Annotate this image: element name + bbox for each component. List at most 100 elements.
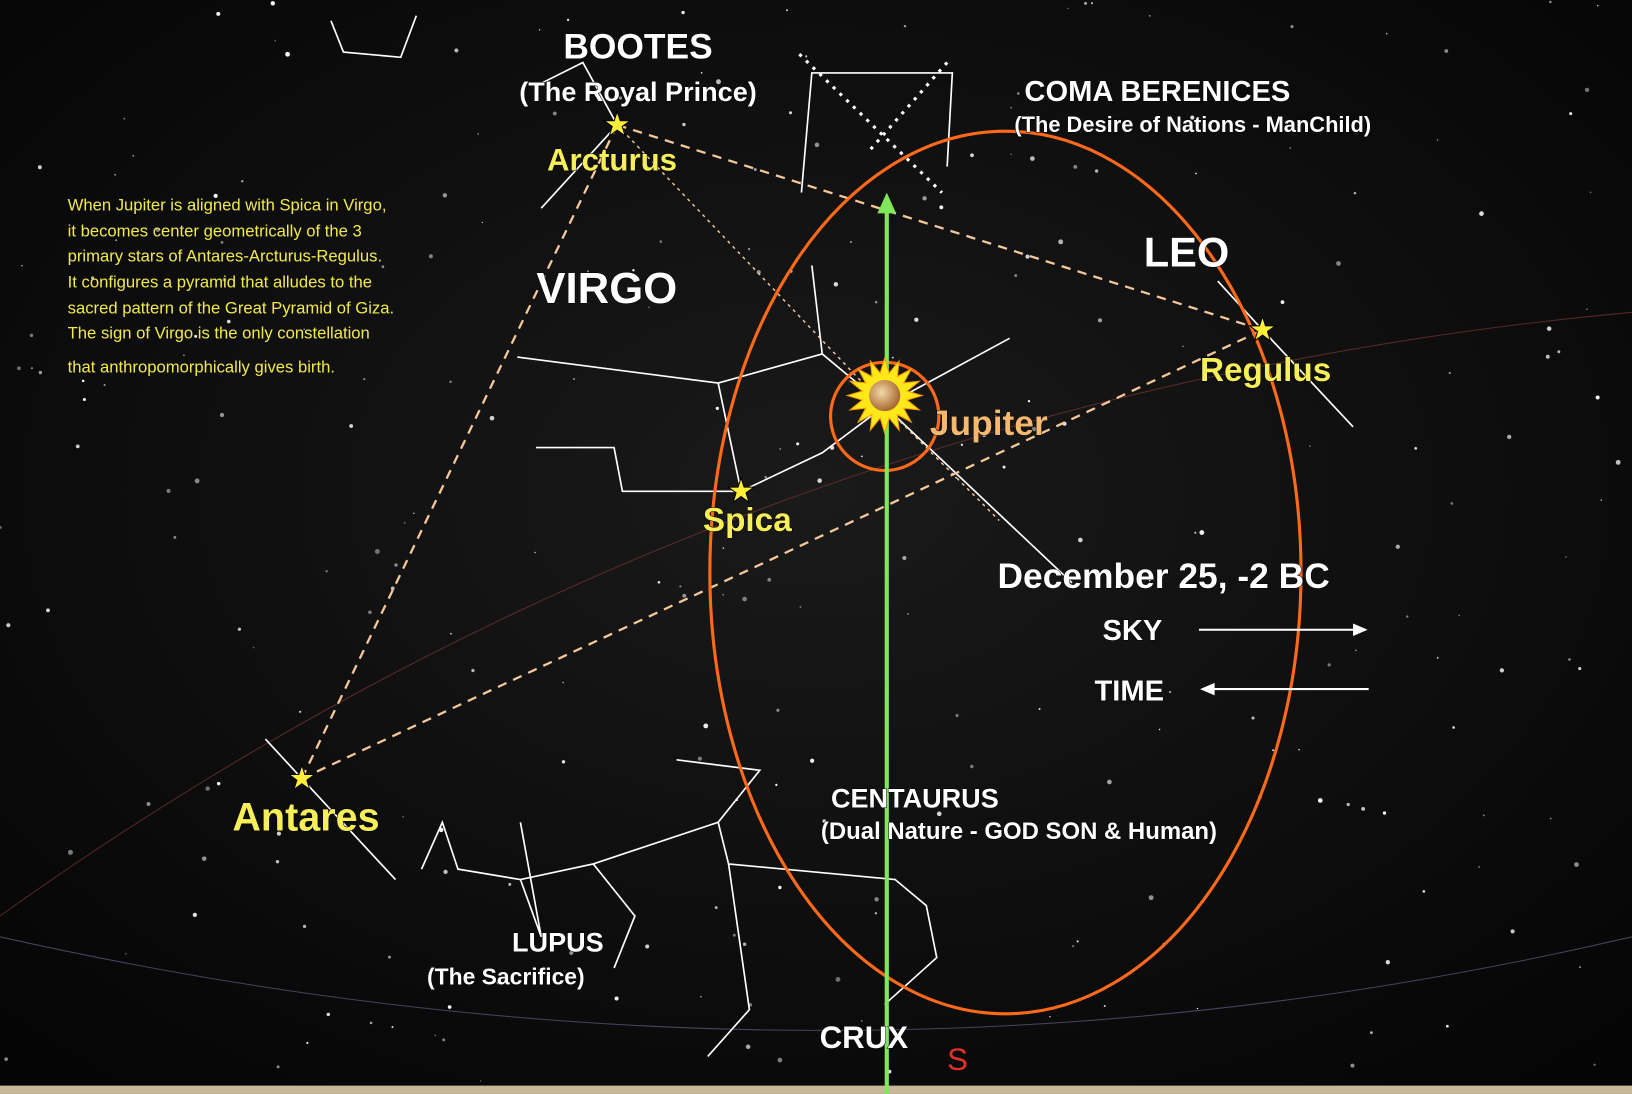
bg-star [700,71,703,74]
bg-star [874,897,879,902]
bg-star [1578,966,1582,969]
bg-star [632,269,635,272]
bg-star [1382,811,1387,815]
bg-star [173,536,177,539]
bg-star [402,815,404,818]
bg-star [960,443,964,446]
bg-star [201,856,207,861]
bg-star [778,885,782,890]
bg-star [326,1012,331,1017]
sky-arrowhead [1353,623,1368,636]
bg-star [1140,826,1144,830]
star-marker [726,476,756,504]
bg-star [1194,531,1197,534]
constellation-name: COMA BERENICES [1024,76,1290,108]
bg-star [732,933,736,937]
note-line: primary stars of Antares-Arcturus-Regulu… [68,246,382,265]
bg-star [1385,960,1390,965]
bg-star [31,367,33,369]
bg-star [1436,656,1439,659]
bg-star [155,227,160,232]
bg-star [955,713,959,718]
star-name: Regulus [1200,352,1331,389]
bg-star [302,924,307,928]
bg-star [922,196,927,201]
bg-star [82,398,86,402]
bg-star [1030,156,1035,161]
bg-star [810,758,815,763]
bg-star [114,174,116,176]
bg-star [1025,254,1030,259]
bg-star [861,1020,863,1022]
bg-star [722,547,725,549]
dotted-line [884,405,1000,521]
dotted-line [867,61,949,153]
constellation-name: LEO [1144,228,1230,275]
line [707,863,751,1058]
bg-star [1280,300,1285,304]
bg-star [1010,153,1012,155]
bg-star [213,193,218,198]
line [540,61,618,126]
ecliptic [0,311,1632,917]
bg-star [1593,1063,1596,1066]
constellation-subtitle: (The Royal Prince) [519,77,756,107]
bg-star [1422,890,1426,893]
bg-star [586,270,590,273]
bg-star [38,370,43,375]
bg-star [1369,1031,1373,1035]
horizon-line [0,936,1632,1031]
line [717,382,886,493]
bg-star [1499,668,1505,673]
bg-star [1448,371,1451,375]
bg-star [274,39,277,42]
bg-star [252,646,255,649]
bg-star [434,1034,436,1036]
bg-star [46,608,50,613]
note-line: it becomes center geometrically of the 3 [68,221,362,240]
bg-star [1482,814,1485,817]
bg-star [1355,649,1357,652]
bg-star [428,254,433,259]
constellation-name: CRUX [820,1020,909,1055]
bg-star [81,379,85,383]
bg-star [814,142,820,148]
bg-star [454,48,459,53]
bg-star [939,205,944,210]
bg-star [1058,239,1064,245]
star-marker [1247,314,1278,343]
star-name: Spica [703,502,792,539]
bg-star [447,1005,452,1009]
bg-star [1596,4,1599,7]
bg-star [216,781,221,786]
bg-star [1195,172,1197,175]
bg-star [123,117,126,120]
jupiter-path [708,129,1303,1016]
bg-star [219,412,225,418]
bg-star [573,378,575,380]
bg-star [1578,667,1582,671]
meridian-arrow [877,192,897,214]
dashed-line [301,328,1263,780]
bg-star [374,548,380,554]
bg-star [753,167,757,172]
bg-star [450,632,452,635]
bg-star [1148,895,1154,901]
bg-star [907,613,909,615]
bg-star [387,955,391,959]
line [717,822,938,1006]
bg-star [1182,345,1184,348]
bg-star [1452,726,1455,729]
bg-star [566,18,570,21]
bg-star [449,380,452,384]
bg-star [657,580,661,584]
bg-star [614,996,619,1001]
bg-star [1038,707,1041,710]
bg-star [1353,191,1357,195]
bg-star [4,1057,8,1061]
time-label: TIME [1094,676,1164,708]
alignment-lines [616,124,1000,521]
bg-star [67,849,73,855]
dashed-line [300,124,619,780]
